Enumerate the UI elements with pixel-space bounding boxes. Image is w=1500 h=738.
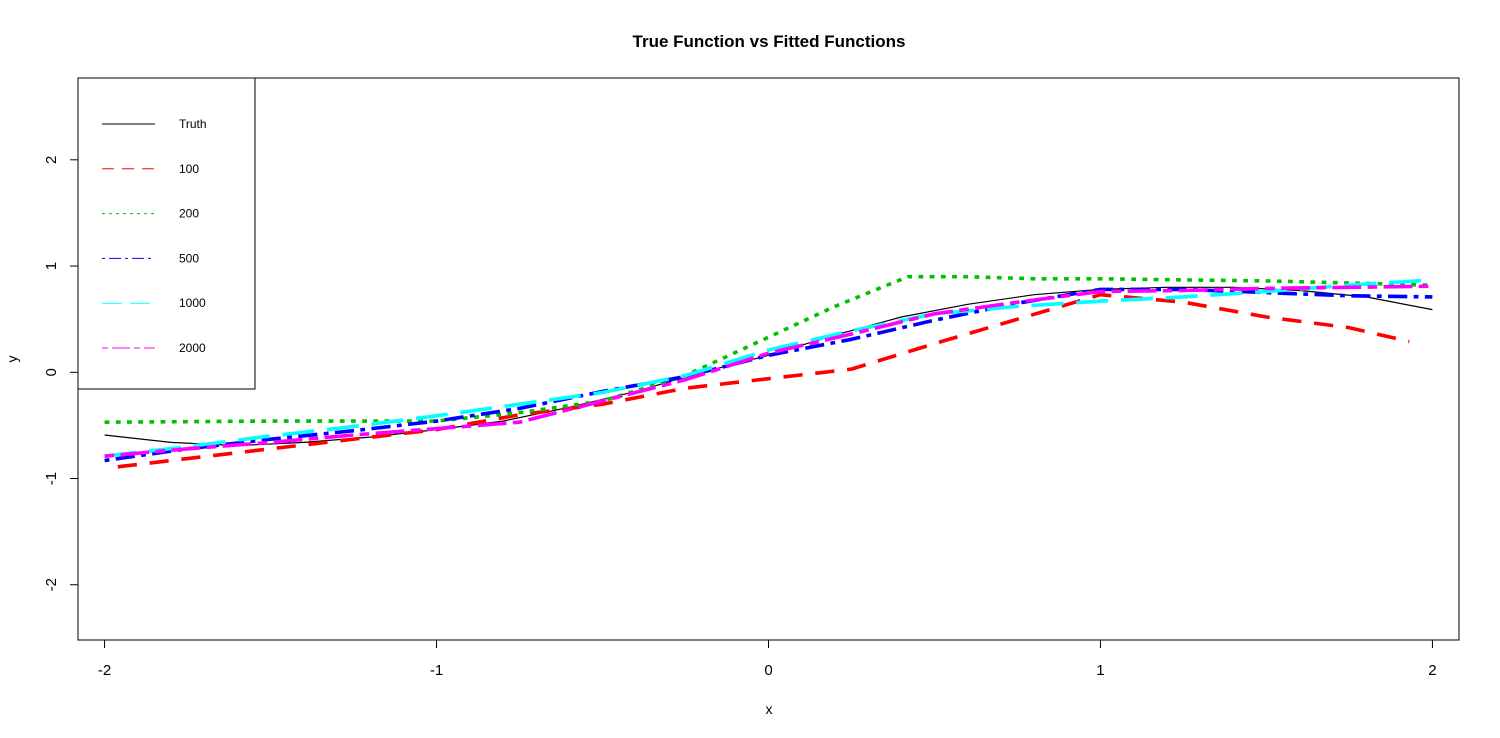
chart-title: True Function vs Fitted Functions xyxy=(633,32,906,51)
legend-label-500: 500 xyxy=(179,251,199,265)
x-tick-label: 0 xyxy=(764,662,772,679)
x-tick-label: -1 xyxy=(430,662,443,679)
x-tick-label: 1 xyxy=(1096,662,1104,679)
legend-label-truth: Truth xyxy=(179,117,207,131)
x-axis: -2 -1 0 1 2 xyxy=(98,639,1437,679)
y-axis-label: y xyxy=(4,356,20,363)
series-line-2000 xyxy=(104,284,1433,458)
legend-label-1000: 1000 xyxy=(179,296,206,310)
series-line-200 xyxy=(104,274,1433,424)
x-tick-label: 2 xyxy=(1428,662,1436,679)
y-tick-label: -2 xyxy=(43,578,60,591)
legend: Truth 100 200 500 1000 2000 xyxy=(77,77,256,390)
series-line-100 xyxy=(117,292,1410,469)
x-tick-label: -2 xyxy=(98,662,111,679)
legend-label-200: 200 xyxy=(179,207,199,221)
y-axis: -2 -1 0 1 2 xyxy=(43,156,79,591)
series-line-1000 xyxy=(104,278,1433,458)
series-line-500 xyxy=(104,287,1433,463)
legend-label-2000: 2000 xyxy=(179,341,206,355)
series-layer xyxy=(104,274,1433,469)
y-tick-label: 1 xyxy=(43,262,60,270)
y-tick-label: -1 xyxy=(43,472,60,485)
y-tick-label: 2 xyxy=(43,156,60,164)
plot-area-frame xyxy=(77,77,1460,641)
legend-label-100: 100 xyxy=(179,162,199,176)
x-axis-label: x xyxy=(766,701,773,717)
y-tick-label: 0 xyxy=(43,368,60,376)
legend-box xyxy=(77,77,256,390)
